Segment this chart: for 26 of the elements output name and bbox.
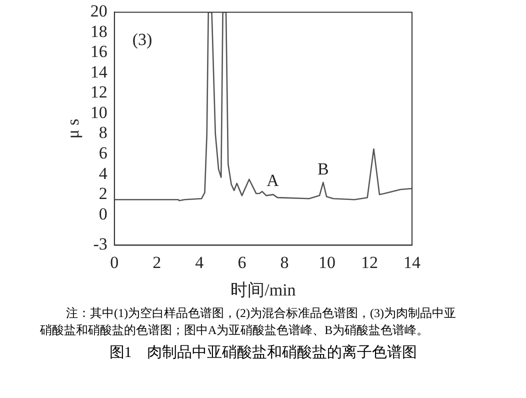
y-tick-label: -3 — [93, 234, 108, 254]
y-tick-label: 14 — [90, 62, 108, 82]
y-tick-label: 18 — [90, 22, 108, 41]
text: 图1 肉制品中亚硝酸盐和硝酸盐的离子色谱图 — [108, 343, 418, 362]
x-axis-title: 时间/min — [230, 280, 296, 300]
y-axis-title: μ s — [64, 118, 83, 139]
y-tick-label: 16 — [90, 42, 108, 62]
y-tick-label: 8 — [98, 123, 108, 142]
x-tick-label: 8 — [280, 252, 289, 272]
y-tick-label: 20 — [90, 2, 108, 21]
x-tick-label: 2 — [152, 252, 162, 272]
y-tick-label: 10 — [90, 102, 108, 122]
y-tick-label: 12 — [90, 82, 108, 102]
y-tick-label: 4 — [98, 164, 108, 183]
x-tick-label: 4 — [195, 252, 204, 272]
x-tick-label: 12 — [360, 252, 378, 272]
text: 注：其中(1)为空白样品色谱图，(2)为混合标准品色谱图，(3)为肉制品中亚硝酸盐和硝酸盐的色谱图；图中A为亚硝酸盐色谱峰、B为硝酸盐色谱峰。 — [40, 305, 456, 339]
x-tick-label: 10 — [318, 252, 336, 272]
y-tick-label: 2 — [98, 184, 108, 204]
x-tick-label: 6 — [238, 252, 246, 272]
y-tick-label: 6 — [98, 143, 108, 162]
annotation: A — [266, 171, 280, 190]
x-tick-label: 14 — [404, 252, 421, 272]
annotation: B — [317, 159, 329, 178]
y-tick-label: 0 — [98, 204, 108, 224]
annotation: (3) — [132, 30, 152, 50]
